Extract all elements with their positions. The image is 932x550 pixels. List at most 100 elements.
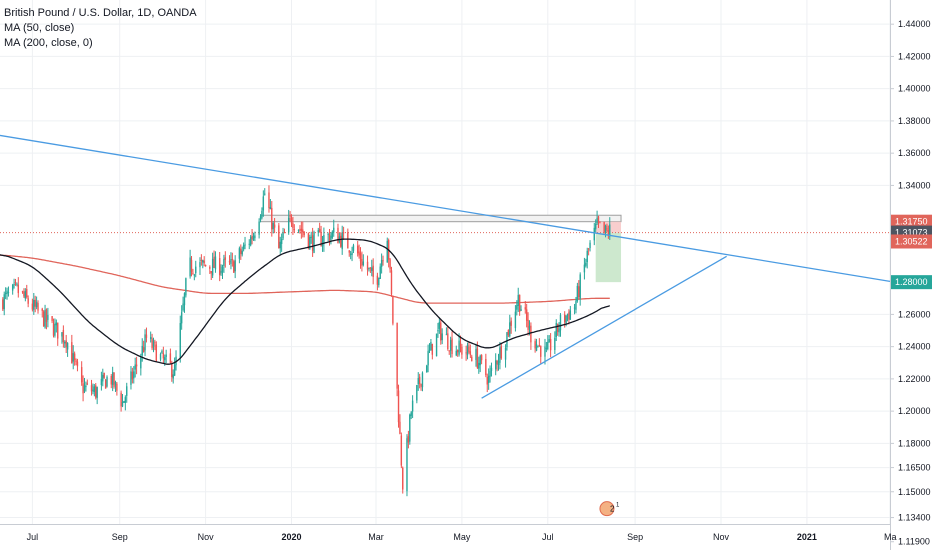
candle-body — [172, 374, 174, 379]
ma200-line[interactable] — [0, 254, 610, 304]
candle-body — [102, 374, 104, 382]
candle-body — [461, 346, 463, 355]
candle-body — [451, 338, 453, 354]
candle-body — [34, 299, 36, 307]
candle-body — [558, 328, 560, 333]
study-ma200-label[interactable]: MA (200, close, 0) — [4, 37, 93, 49]
take-profit-zone[interactable] — [595, 232, 622, 283]
price-tag[interactable] — [891, 275, 932, 290]
event-marker-label: 2 — [610, 505, 615, 514]
candle-body — [180, 312, 183, 324]
trendline-descending-resistance[interactable] — [0, 134, 891, 282]
price-tag[interactable] — [891, 234, 932, 249]
candle-body — [195, 266, 197, 274]
time-tick-label: Nov — [198, 532, 215, 542]
candle-body — [406, 438, 408, 492]
price-tick-label: 1.40000 — [898, 84, 931, 94]
price-tag[interactable] — [891, 214, 932, 229]
candle-body — [317, 230, 319, 233]
candle-body — [311, 235, 314, 251]
candle-body — [6, 290, 8, 295]
candle-body — [135, 364, 138, 367]
candle-body — [126, 386, 128, 396]
legend: British Pound / U.S. Dollar, 1D, OANDA M… — [4, 6, 197, 51]
candle-body — [449, 340, 452, 351]
candle-body — [192, 272, 194, 274]
candle-body — [396, 322, 398, 389]
candle-body — [292, 223, 294, 229]
candle-body — [431, 343, 434, 355]
candle-body — [269, 207, 272, 210]
symbol-title[interactable]: British Pound / U.S. Dollar, 1D, OANDA — [4, 7, 197, 19]
candle-body — [504, 347, 507, 360]
candle-body — [124, 397, 127, 403]
candle-body — [145, 334, 148, 338]
candle-body — [42, 311, 45, 327]
candle-body — [594, 224, 597, 230]
candle-body — [341, 233, 343, 250]
candle-body — [44, 309, 46, 328]
candle-body — [55, 322, 58, 326]
resistance-zone[interactable] — [260, 214, 622, 223]
candle-body — [352, 245, 355, 251]
candle-body — [173, 364, 176, 376]
candle-body — [307, 233, 310, 248]
candle-body — [289, 215, 291, 217]
candle-body — [575, 300, 577, 310]
trendlines — [0, 134, 891, 399]
trendline-ascending-support[interactable] — [481, 255, 727, 399]
candle-body — [244, 244, 246, 246]
candle-body — [159, 353, 162, 360]
candle-body — [75, 360, 77, 362]
candle-body — [603, 221, 605, 233]
candle-body — [597, 216, 600, 223]
candle-body — [579, 274, 581, 299]
price-axis-bg[interactable] — [890, 0, 932, 550]
candle-body — [418, 376, 421, 385]
candle-body — [556, 323, 559, 332]
time-axis-bg[interactable] — [0, 524, 890, 550]
candle-body — [318, 229, 321, 233]
time-tick-label: Ma — [884, 532, 897, 542]
candle-body — [271, 207, 273, 230]
candle-body — [320, 231, 322, 246]
candle-body — [238, 248, 241, 259]
candle-body — [416, 384, 418, 401]
time-tick-label: May — [453, 532, 471, 542]
candle-body — [583, 264, 586, 273]
candle-body — [82, 383, 84, 394]
candle-body — [228, 260, 231, 263]
candle-body — [61, 332, 63, 337]
candle-body — [249, 236, 252, 246]
candle-body — [71, 342, 73, 364]
candle-body — [130, 371, 132, 385]
candle-body — [479, 355, 481, 366]
candle-body — [171, 362, 173, 378]
candle-body — [559, 314, 562, 331]
candle-body — [204, 265, 207, 267]
candle-body — [26, 289, 28, 298]
candle-body — [116, 383, 118, 391]
candle-body — [261, 210, 263, 218]
candle-body — [607, 230, 610, 235]
candle-body — [220, 270, 222, 274]
study-ma50-label[interactable]: MA (50, close) — [4, 22, 75, 34]
candle-body — [47, 315, 49, 320]
candle-body — [251, 236, 253, 240]
candle-body — [496, 360, 498, 365]
candle-body — [466, 344, 469, 356]
candle-body — [287, 217, 290, 233]
candle-body — [369, 267, 372, 269]
price-tick-label: 1.15000 — [898, 487, 931, 497]
candle-body — [272, 223, 274, 230]
candle-body — [510, 320, 512, 326]
candle-body — [33, 299, 35, 310]
candle-body — [214, 256, 217, 270]
candle-body — [348, 250, 350, 253]
ma50-line[interactable] — [0, 238, 611, 365]
candle-body — [37, 302, 39, 311]
candle-body — [279, 241, 281, 249]
